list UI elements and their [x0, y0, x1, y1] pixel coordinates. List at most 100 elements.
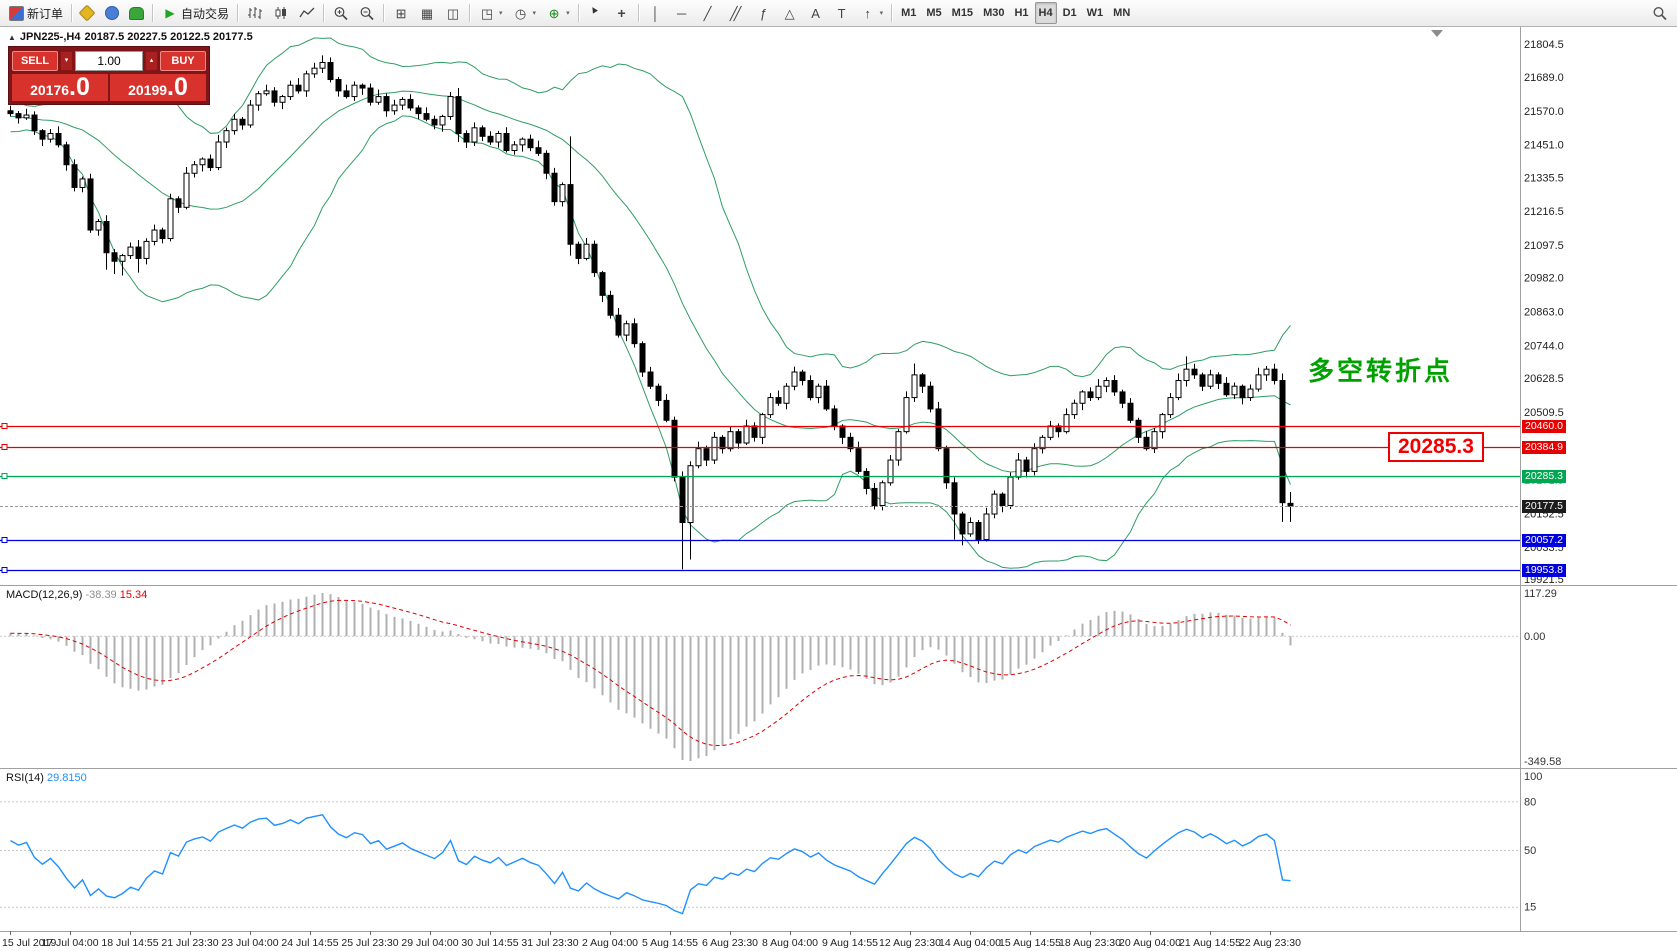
svg-text:20982.0: 20982.0	[1524, 273, 1564, 285]
toolbar-separator	[152, 4, 155, 22]
sell-button[interactable]: SELL	[12, 50, 58, 71]
buy-button[interactable]: BUY	[160, 50, 206, 71]
svg-text:-349.58: -349.58	[1524, 756, 1561, 768]
linechart-icon	[299, 5, 315, 21]
channel-button[interactable]: ╱╱	[722, 2, 750, 24]
toolbar-group: ⊞ ▦ ◫	[388, 2, 466, 24]
svg-text:15: 15	[1524, 902, 1536, 914]
svg-text:23 Jul 04:00: 23 Jul 04:00	[221, 937, 278, 949]
tf-m15[interactable]: M15	[948, 2, 977, 24]
bid-price-tag: 20177.5	[1522, 500, 1566, 513]
fibo-icon: ƒ	[759, 5, 768, 21]
autotrading-button[interactable]: ▶ 自动交易	[158, 2, 233, 24]
svg-text:21570.0: 21570.0	[1524, 106, 1564, 118]
vline-button[interactable]: │	[644, 2, 668, 24]
toolbar-separator	[383, 4, 386, 22]
toolbar-separator	[637, 4, 640, 22]
text-button[interactable]: A	[804, 2, 828, 24]
svg-text:30 Jul 14:55: 30 Jul 14:55	[461, 937, 518, 949]
bars-icon	[247, 5, 263, 21]
label-button[interactable]: T	[830, 2, 854, 24]
newchart-icon: ◳	[480, 5, 494, 21]
svg-text:20744.0: 20744.0	[1524, 340, 1564, 352]
toolbar-separator	[323, 4, 326, 22]
zoom-out-button[interactable]	[355, 2, 379, 24]
toolbar-separator	[577, 4, 580, 22]
one-click-toggle-icon[interactable]: ▲	[8, 32, 16, 42]
volume-dropdown-button[interactable]: ▾	[60, 50, 73, 71]
textA-icon: A	[811, 5, 820, 21]
cursor-button[interactable]: ▲	[584, 2, 608, 24]
grid-button[interactable]: ⊞	[389, 2, 413, 24]
new-order-button[interactable]: 新订单	[5, 2, 67, 24]
chart-shift-marker[interactable]	[1431, 30, 1443, 37]
volume-input[interactable]	[75, 50, 143, 71]
profiles-button[interactable]	[101, 2, 123, 24]
svg-text:21804.5: 21804.5	[1524, 39, 1564, 51]
svg-text:5 Aug 14:55: 5 Aug 14:55	[642, 937, 698, 949]
vline-icon: │	[651, 5, 660, 21]
tf-m30[interactable]: M30	[979, 2, 1008, 24]
chevron-down-icon: ▾	[566, 10, 570, 17]
arrows-button[interactable]: ↑ ▾	[856, 2, 888, 24]
metaeditor-button[interactable]	[77, 2, 99, 24]
tf-w1[interactable]: W1	[1083, 2, 1108, 24]
tf-h4[interactable]: H4	[1034, 2, 1057, 24]
tf-h1-label: H1	[1014, 7, 1029, 19]
ohlc-values: 20187.5 20227.5 20122.5 20177.5	[84, 31, 253, 43]
tf-h1[interactable]: H1	[1010, 2, 1032, 24]
hline-price-tag[interactable]: 20057.2	[1522, 534, 1566, 547]
volume-up-button[interactable]: ▴	[145, 50, 158, 71]
tile-windows-button[interactable]: ▦	[415, 2, 439, 24]
tf-m1[interactable]: M1	[897, 2, 920, 24]
bar-chart-button[interactable]	[243, 2, 267, 24]
indicators-button[interactable]: ⊕ ▾	[542, 2, 574, 24]
svg-text:21097.5: 21097.5	[1524, 240, 1564, 252]
line-chart-button[interactable]	[295, 2, 319, 24]
svg-text:21689.0: 21689.0	[1524, 72, 1564, 84]
shapes-button[interactable]: △	[778, 2, 802, 24]
hline-price-tag[interactable]: 20285.3	[1522, 470, 1566, 483]
svg-text:0.00: 0.00	[1524, 631, 1545, 643]
new-chart-button[interactable]: ◳ ▾	[475, 2, 507, 24]
hline-objects[interactable]	[0, 423, 1520, 573]
tf-mn[interactable]: MN	[1109, 2, 1134, 24]
hline-price-tag[interactable]: 19953.8	[1522, 564, 1566, 577]
search-button[interactable]	[1648, 2, 1672, 24]
hline-price-tag[interactable]: 20384.9	[1522, 441, 1566, 454]
new-order-button-label: 新订单	[27, 6, 64, 21]
sell-price[interactable]: 20176 .0	[12, 74, 108, 101]
toolbar-group	[242, 2, 320, 24]
periods-button[interactable]: ◷ ▾	[509, 2, 541, 24]
market-button[interactable]	[125, 2, 148, 24]
toolbar-group: ◳ ▾ ◷ ▾ ⊕ ▾	[474, 2, 575, 24]
main-toolbar: 新订单 ▶ 自动交易 ⊞ ▦ ◫ ◳ ▾ ◷ ▾ ⊕ ▾ ▲ + │ ─ ╱ ╱╱ ƒ △ A T ↑ ▾ M1 M5 M15 M30…	[0, 0, 1677, 27]
svg-text:24 Jul 14:55: 24 Jul 14:55	[281, 937, 338, 949]
chevron-down-icon: ▾	[879, 10, 884, 17]
candles-icon	[273, 5, 289, 21]
buy-price[interactable]: 20199 .0	[110, 74, 206, 101]
zoomout-icon	[359, 5, 375, 21]
price-callout-annotation[interactable]: 20285.3	[1388, 432, 1484, 462]
macd-name: MACD(12,26,9)	[6, 589, 83, 601]
zoom-in-button[interactable]	[329, 2, 353, 24]
bollinger-bands	[10, 37, 1291, 569]
toolbar-separator	[469, 4, 472, 22]
trendline-button[interactable]: ╱	[696, 2, 720, 24]
turning-point-annotation[interactable]: 多空转折点	[1308, 356, 1454, 386]
tf-m5[interactable]: M5	[922, 2, 945, 24]
svg-text:20628.5: 20628.5	[1524, 373, 1564, 385]
cascade-button[interactable]: ◫	[441, 2, 465, 24]
candle-chart-button[interactable]	[269, 2, 293, 24]
fibonacci-button[interactable]: ƒ	[752, 2, 776, 24]
crosshair-button[interactable]: +	[610, 2, 634, 24]
hline-button[interactable]: ─	[670, 2, 694, 24]
indicators-icon: ⊕	[548, 5, 560, 21]
tf-d1[interactable]: D1	[1059, 2, 1081, 24]
autotrading-button-label: 自动交易	[181, 6, 230, 21]
hline-price-tag[interactable]: 20460.0	[1522, 420, 1566, 433]
svg-text:29 Jul 04:00: 29 Jul 04:00	[401, 937, 458, 949]
rsi-value: 29.8150	[46, 772, 87, 784]
tf-mn-label: MN	[1113, 7, 1131, 19]
